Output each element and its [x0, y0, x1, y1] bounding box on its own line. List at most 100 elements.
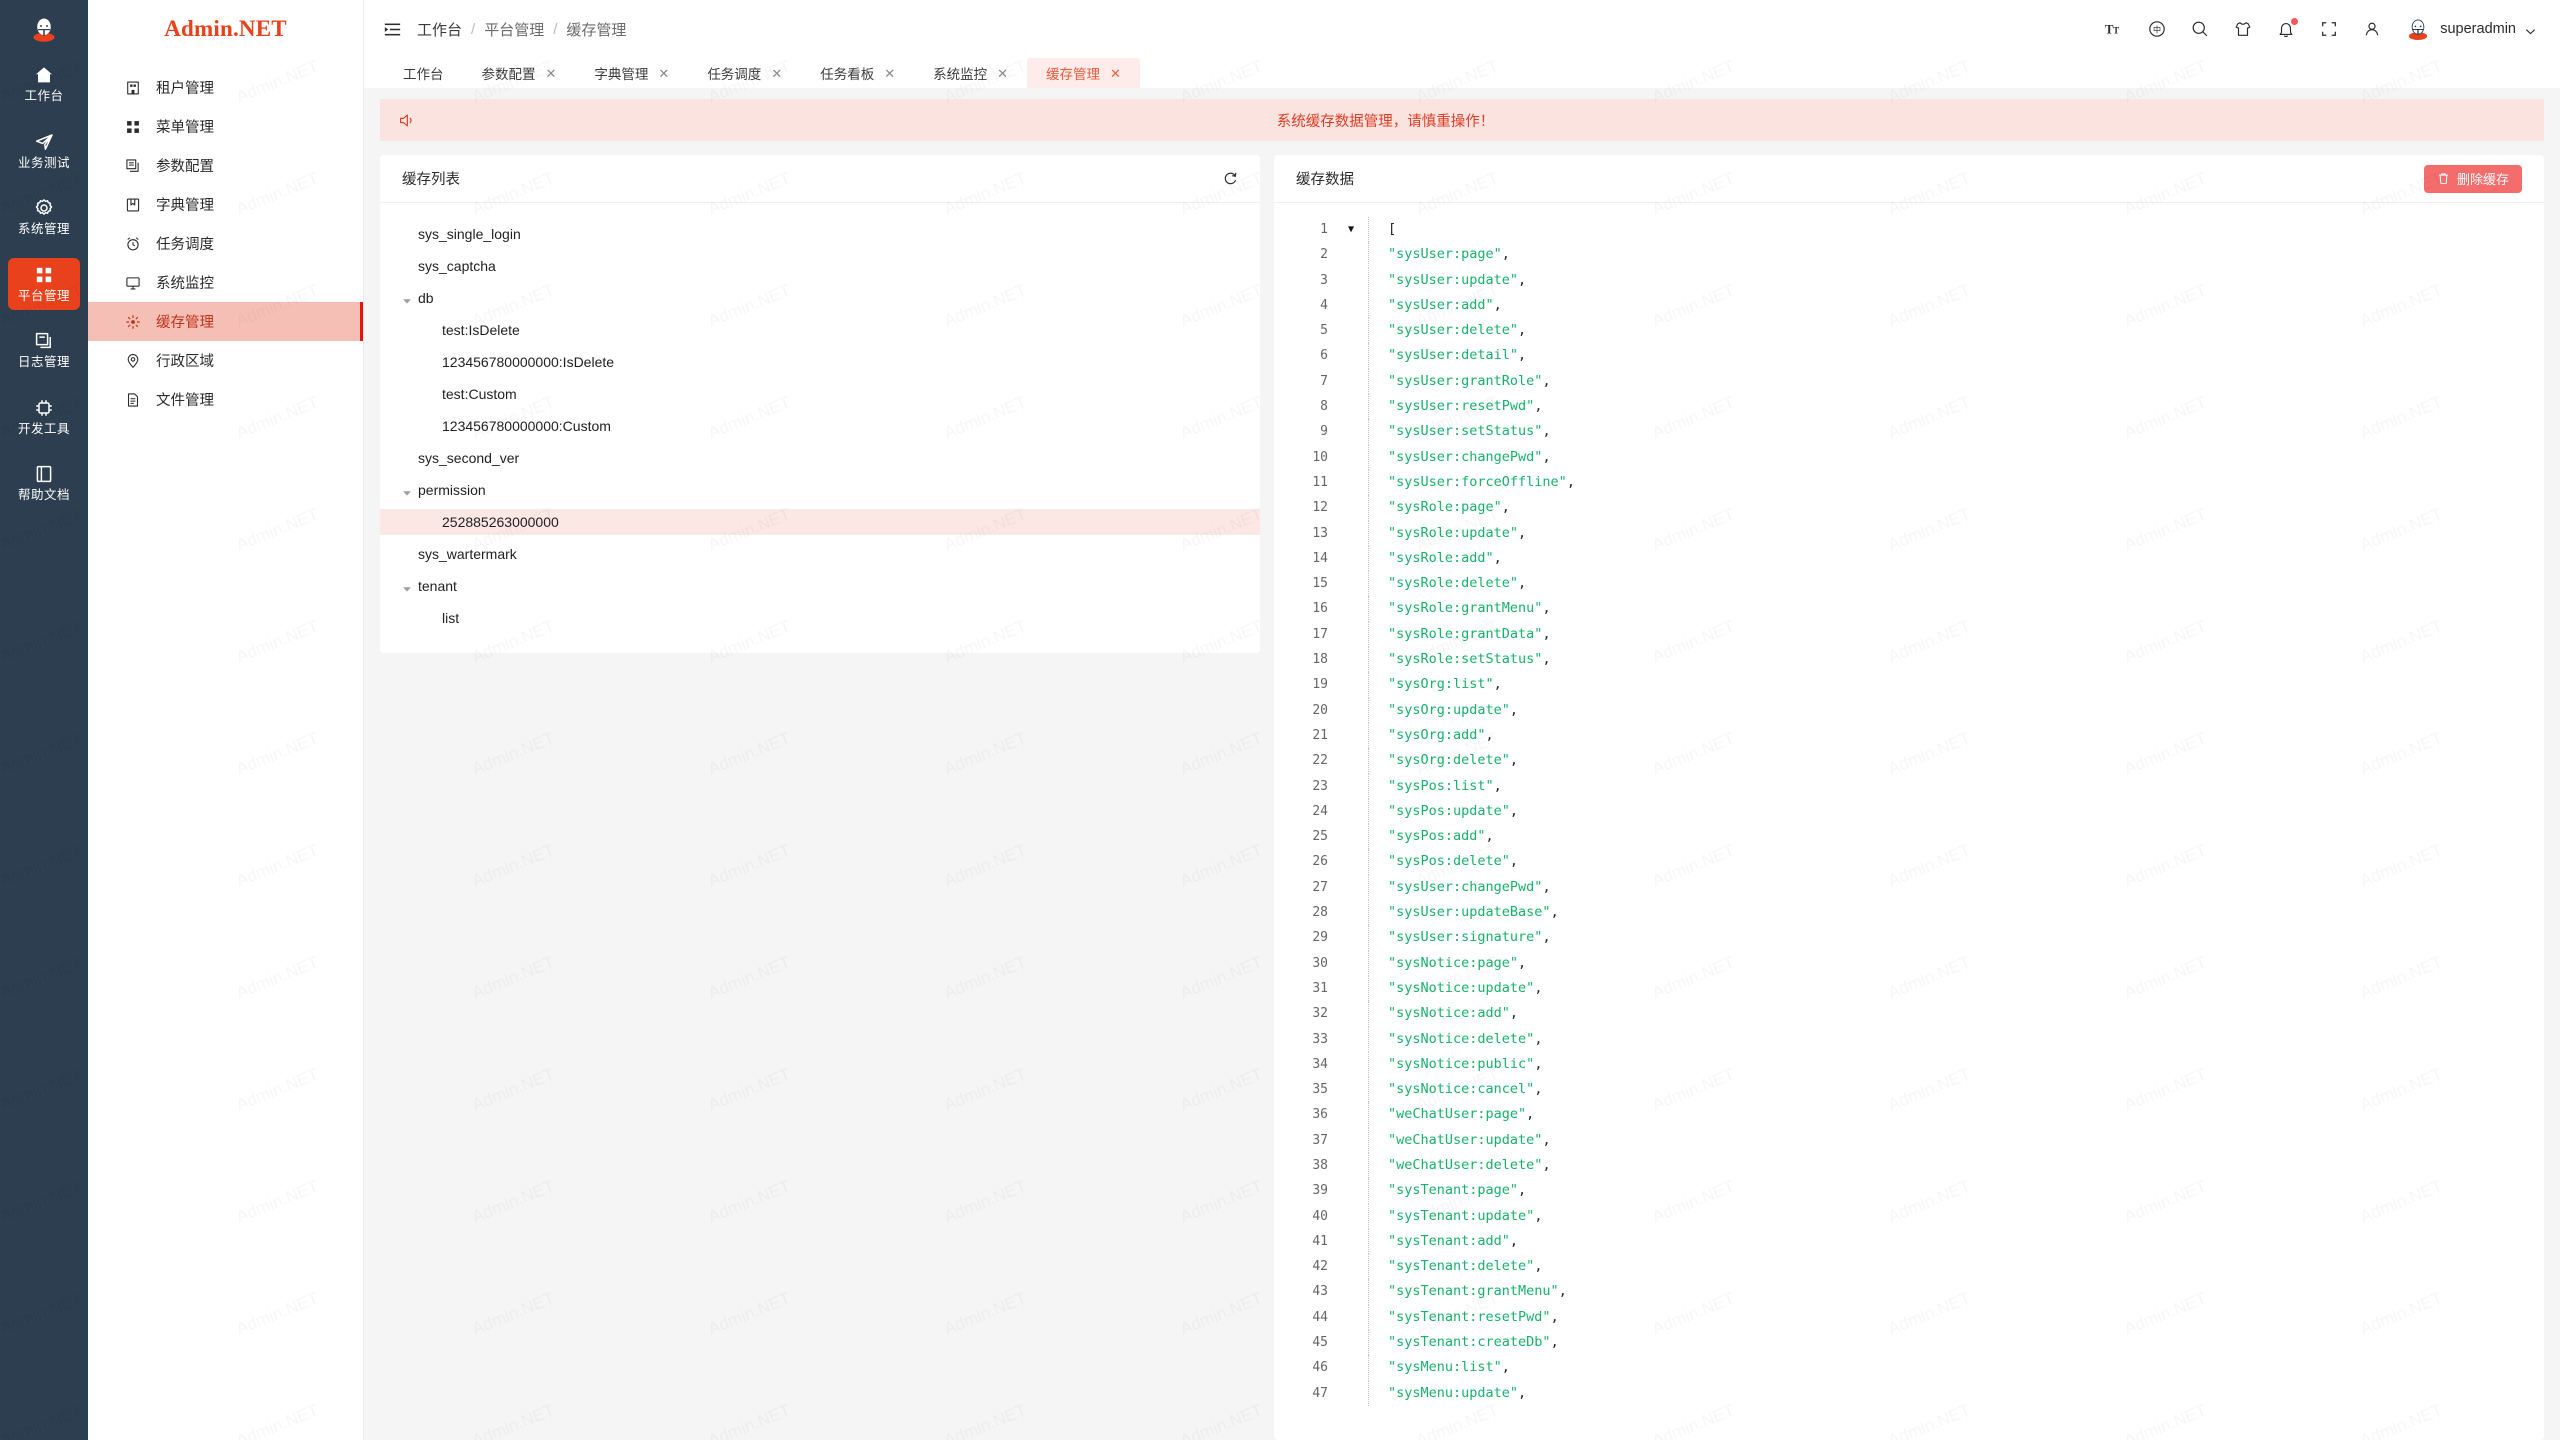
menu-item-6[interactable]: 系统监控	[88, 263, 363, 302]
close-icon[interactable]: ✕	[1110, 65, 1121, 81]
chevron-down-icon[interactable]	[402, 581, 412, 592]
line-number: 3	[1320, 272, 1328, 288]
close-icon[interactable]: ✕	[771, 65, 783, 81]
indent-guide	[1368, 394, 1369, 420]
indent-guide	[1368, 1254, 1369, 1280]
code-text: "sysRole:delete",	[1388, 575, 1527, 592]
tree-node[interactable]: test:Custom	[380, 381, 1260, 407]
fold-toggle[interactable]: ▼	[1347, 224, 1355, 235]
tree-node[interactable]: test:IsDelete	[380, 317, 1260, 343]
tree-node[interactable]: tenant	[380, 573, 1260, 599]
code-text: "sysUser:setStatus",	[1388, 423, 1551, 440]
code-text: "sysUser:grantRole",	[1388, 372, 1551, 389]
tab-5[interactable]: 任务看板 ✕	[801, 58, 914, 88]
code-line: 36 "weChatUser:page",	[1274, 1102, 2544, 1128]
line-number: 38	[1312, 1157, 1328, 1173]
line-number: 27	[1312, 879, 1328, 895]
tree-node[interactable]: sys_wartermark	[380, 541, 1260, 567]
theme-shirt-icon[interactable]	[2234, 20, 2252, 38]
code-text: "sysTenant:grantMenu",	[1388, 1283, 1567, 1300]
line-number: 15	[1312, 576, 1328, 592]
close-icon[interactable]: ✕	[658, 65, 670, 81]
json-viewer[interactable]: 1 ▼ [2 "sysUser:page", 3 "sysUser:update", 4 "s…	[1274, 203, 2544, 1440]
code-line: 19 "sysOrg:list",	[1274, 672, 2544, 698]
tab-1[interactable]: 工作台	[384, 58, 463, 88]
code-line: 10 "sysUser:changePwd",	[1274, 444, 2544, 470]
tab-7[interactable]: 缓存管理 ✕	[1027, 58, 1140, 88]
tree-node[interactable]: 123456780000000:IsDelete	[380, 349, 1260, 375]
code-text: "sysTenant:resetPwd",	[1388, 1308, 1559, 1325]
font-size-icon[interactable]: T T	[2105, 20, 2123, 38]
tab-label: 参数配置	[481, 67, 536, 82]
breadcrumb-item-0[interactable]: 工作台	[417, 21, 463, 39]
tab-3[interactable]: 字典管理 ✕	[575, 58, 688, 88]
indent-guide	[1368, 368, 1369, 395]
main-region: 工作台 / 平台管理 / 缓存管理 T T 中	[364, 0, 2560, 1440]
rail-item-2[interactable]: 业务测试	[8, 125, 80, 178]
search-icon[interactable]	[2191, 20, 2209, 38]
topbar-tools: T T 中	[2105, 18, 2381, 38]
code-text: "sysMenu:update",	[1388, 1384, 1527, 1401]
user-menu[interactable]: superadmin	[2405, 16, 2536, 42]
app-logo[interactable]	[0, 0, 88, 58]
chevron-down-icon[interactable]	[402, 293, 412, 304]
menu-item-1[interactable]: 租户管理	[88, 68, 363, 107]
rail-item-1[interactable]: 工作台	[8, 58, 80, 111]
menu-fold-icon[interactable]	[384, 21, 401, 38]
tree-node-label: sys_wartermark	[418, 546, 517, 562]
rail-item-5[interactable]: 日志管理	[8, 324, 80, 377]
chevron-down-icon[interactable]	[2525, 24, 2536, 35]
rail-item-3[interactable]: 系统管理	[8, 191, 80, 244]
line-number: 17	[1312, 626, 1328, 642]
menu-item-3[interactable]: 参数配置	[88, 146, 363, 185]
code-line: 3 "sysUser:update",	[1274, 267, 2544, 293]
menu-item-8[interactable]: 行政区域	[88, 341, 363, 380]
menu-item-7[interactable]: 缓存管理	[88, 302, 363, 341]
fullscreen-icon[interactable]	[2320, 20, 2338, 38]
indent-guide	[1368, 1279, 1369, 1305]
close-icon[interactable]: ✕	[545, 65, 557, 81]
line-number: 44	[1312, 1309, 1328, 1325]
breadcrumb-item-1[interactable]: 平台管理	[484, 21, 545, 39]
menu-item-4[interactable]: 字典管理	[88, 185, 363, 224]
tree-node-label: sys_single_login	[418, 226, 521, 242]
rail-item-label: 工作台	[24, 89, 64, 103]
bell-icon[interactable]	[2277, 18, 2299, 38]
line-number: 6	[1320, 348, 1328, 364]
line-number: 5	[1320, 323, 1328, 339]
tree-node[interactable]: db	[380, 285, 1260, 311]
line-number: 30	[1312, 955, 1328, 971]
rail-item-7[interactable]: 帮助文档	[8, 457, 80, 510]
logo-icon	[33, 18, 55, 42]
chevron-down-icon[interactable]	[402, 485, 412, 496]
breadcrumb-item-2[interactable]: 缓存管理	[566, 21, 627, 39]
menu-item-5[interactable]: 任务调度	[88, 224, 363, 263]
tab-6[interactable]: 系统监控 ✕	[914, 58, 1027, 88]
tree-node[interactable]: 123456780000000:Custom	[380, 413, 1260, 439]
language-icon[interactable]: 中	[2148, 20, 2166, 38]
tree-node[interactable]: 252885263000000	[380, 509, 1260, 535]
indent-guide	[1368, 1051, 1369, 1078]
code-line: 7 "sysUser:grantRole",	[1274, 368, 2544, 395]
refresh-icon[interactable]	[1223, 171, 1238, 186]
tree-node[interactable]: list	[380, 605, 1260, 631]
rail-item-6[interactable]: 开发工具	[8, 391, 80, 444]
tab-2[interactable]: 参数配置 ✕	[463, 58, 576, 88]
tree-node[interactable]: sys_captcha	[380, 253, 1260, 279]
speaker-icon	[398, 112, 415, 129]
menu-item-9[interactable]: 文件管理	[88, 380, 363, 419]
tree-node[interactable]: permission	[380, 477, 1260, 503]
user-icon[interactable]	[2363, 20, 2381, 38]
tree-node[interactable]: sys_second_ver	[380, 445, 1260, 471]
tree-node[interactable]: sys_single_login	[380, 221, 1260, 247]
rail-item-4[interactable]: 平台管理	[8, 257, 80, 310]
code-line: 6 "sysUser:detail",	[1274, 343, 2544, 369]
close-icon[interactable]: ✕	[997, 65, 1009, 81]
delete-cache-button[interactable]: 删除缓存	[2423, 164, 2522, 193]
tab-4[interactable]: 任务调度 ✕	[688, 58, 801, 88]
close-icon[interactable]: ✕	[884, 65, 896, 81]
menu-item-2[interactable]: 菜单管理	[88, 107, 363, 146]
indent-guide	[1368, 217, 1369, 243]
line-number: 9	[1320, 424, 1328, 440]
code-line: 34 "sysNotice:public",	[1274, 1051, 2544, 1078]
